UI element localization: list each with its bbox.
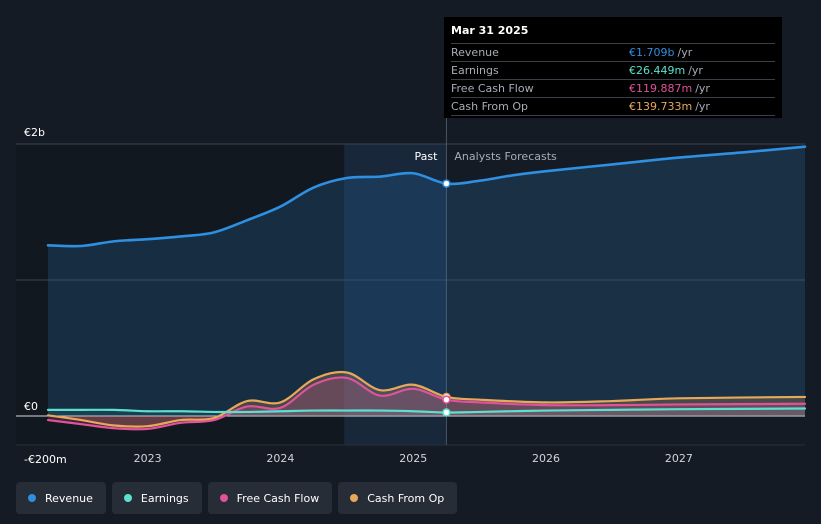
legend-item-revenue[interactable]: Revenue <box>16 482 106 514</box>
marker-free-cash-flow <box>442 395 451 404</box>
tooltip-label: Free Cash Flow <box>451 82 534 95</box>
legend-label: Cash From Op <box>367 491 445 505</box>
tooltip-unit: /yr <box>695 100 710 113</box>
legend-label: Free Cash Flow <box>236 491 320 505</box>
x-tick-label: 2025 <box>399 452 427 465</box>
tooltip-label: Earnings <box>451 64 499 77</box>
legend-dot-icon <box>123 494 132 502</box>
marker-earnings <box>442 408 451 417</box>
legend-item-free-cash-flow[interactable]: Free Cash Flow <box>207 482 333 514</box>
line-cash-from-op <box>46 370 807 428</box>
tooltip-label: Revenue <box>451 46 499 59</box>
tooltip-value: €119.887m <box>629 82 693 95</box>
forecast-label: Analysts Forecasts <box>454 150 557 163</box>
area-free-cash-flow <box>48 377 805 430</box>
tooltip-unit: /yr <box>677 46 693 59</box>
x-tick-label: 2023 <box>134 452 162 465</box>
past-label: Past <box>414 150 438 163</box>
area-revenue <box>48 146 805 416</box>
tooltip-value: €139.733m <box>629 100 693 113</box>
line-free-cash-flow <box>46 376 807 431</box>
x-tick-label: 2027 <box>665 452 693 465</box>
tooltip-value: €1.709b <box>629 46 675 59</box>
tooltip-unit: /yr <box>688 64 703 77</box>
legend-dot-icon <box>28 494 36 502</box>
x-tick-label: 2024 <box>266 452 294 465</box>
tooltip: Mar 31 2025 Revenue €1.709b /yr Earnings… <box>444 17 782 118</box>
tooltip-row-revenue: Revenue €1.709b /yr <box>451 44 775 62</box>
tooltip-date: Mar 31 2025 <box>451 23 775 44</box>
highlight-band <box>344 144 447 445</box>
tooltip-label: Cash From Op <box>451 100 529 113</box>
tooltip-unit: /yr <box>695 82 710 95</box>
y-tick-label: €0 <box>24 400 38 413</box>
tooltip-row-cash-from-op: Cash From Op €139.733m /yr <box>451 98 775 116</box>
past-region-band <box>16 144 345 445</box>
legend-dot-icon <box>219 494 228 502</box>
legend-dot-icon <box>350 494 359 502</box>
legend-item-cash-from-op[interactable]: Cash From Op <box>338 482 458 514</box>
tooltip-row-earnings: Earnings €26.449m /yr <box>451 62 775 80</box>
legend-label: Earnings <box>140 491 189 505</box>
y-tick-label: €2b <box>24 126 45 139</box>
tooltip-value: €26.449m <box>629 64 686 77</box>
y-tick-label: -€200m <box>24 453 67 466</box>
marker-revenue <box>442 179 451 188</box>
legend-label: Revenue <box>45 491 93 505</box>
tooltip-row-free-cash-flow: Free Cash Flow €119.887m /yr <box>451 80 775 98</box>
legend: Revenue Earnings Free Cash Flow Cash Fro… <box>16 482 458 514</box>
legend-item-earnings[interactable]: Earnings <box>111 482 202 514</box>
x-tick-label: 2026 <box>532 452 560 465</box>
line-earnings <box>46 407 807 414</box>
line-revenue <box>46 145 807 248</box>
